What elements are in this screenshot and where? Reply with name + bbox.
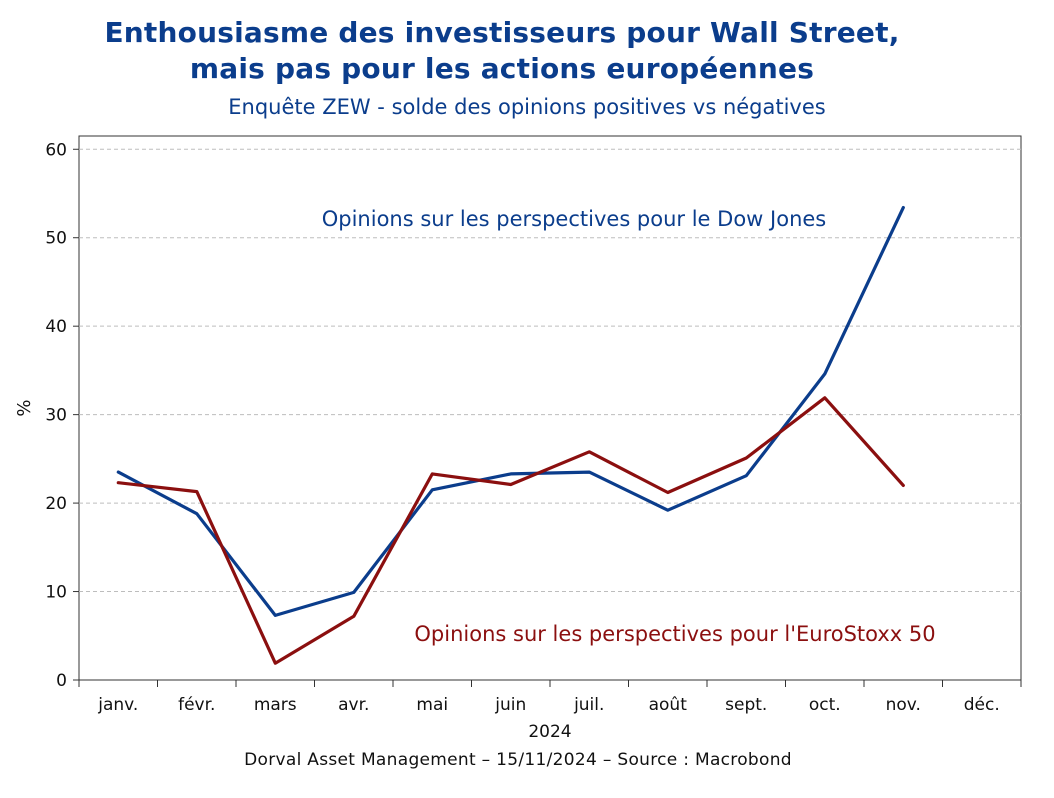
x-tick-label: janv. xyxy=(97,695,138,715)
eurostoxx-line xyxy=(116,396,905,665)
x-tick-label: oct. xyxy=(809,695,841,715)
dow-jones-label: Opinions sur les perspectives pour le Do… xyxy=(322,207,827,231)
x-tick-label: mai xyxy=(416,695,448,715)
y-tick-label: 0 xyxy=(56,671,67,691)
x-tick-label: mars xyxy=(254,695,297,715)
y-tick-label: 50 xyxy=(45,229,67,249)
source-footer: Dorval Asset Management – 15/11/2024 – S… xyxy=(244,750,792,770)
x-tick-label: août xyxy=(649,695,688,715)
x-tick-label: nov. xyxy=(886,695,921,715)
y-tick-label: 60 xyxy=(45,140,67,160)
x-axis-label: 2024 xyxy=(528,722,571,742)
y-tick-label: 10 xyxy=(45,583,67,603)
x-tick-label: déc. xyxy=(964,695,1000,715)
y-axis-label: % xyxy=(14,399,35,416)
x-tick-label: juin xyxy=(494,695,526,715)
y-tick-label: 40 xyxy=(45,317,67,337)
x-tick-label: févr. xyxy=(178,695,215,715)
y-tick-label: 20 xyxy=(45,494,67,514)
chart-title-line2: mais pas pour les actions européennes xyxy=(189,52,815,85)
dow-jones-line xyxy=(116,206,905,618)
x-tick-label: avr. xyxy=(338,695,369,715)
eurostoxx-label: Opinions sur les perspectives pour l'Eur… xyxy=(414,622,935,646)
x-tick-label: juil. xyxy=(573,695,604,715)
chart-subtitle: Enquête ZEW - solde des opinions positiv… xyxy=(228,95,826,119)
y-tick-label: 30 xyxy=(45,406,67,426)
x-tick-label: sept. xyxy=(725,695,767,715)
chart-title-line1: Enthousiasme des investisseurs pour Wall… xyxy=(104,16,900,49)
